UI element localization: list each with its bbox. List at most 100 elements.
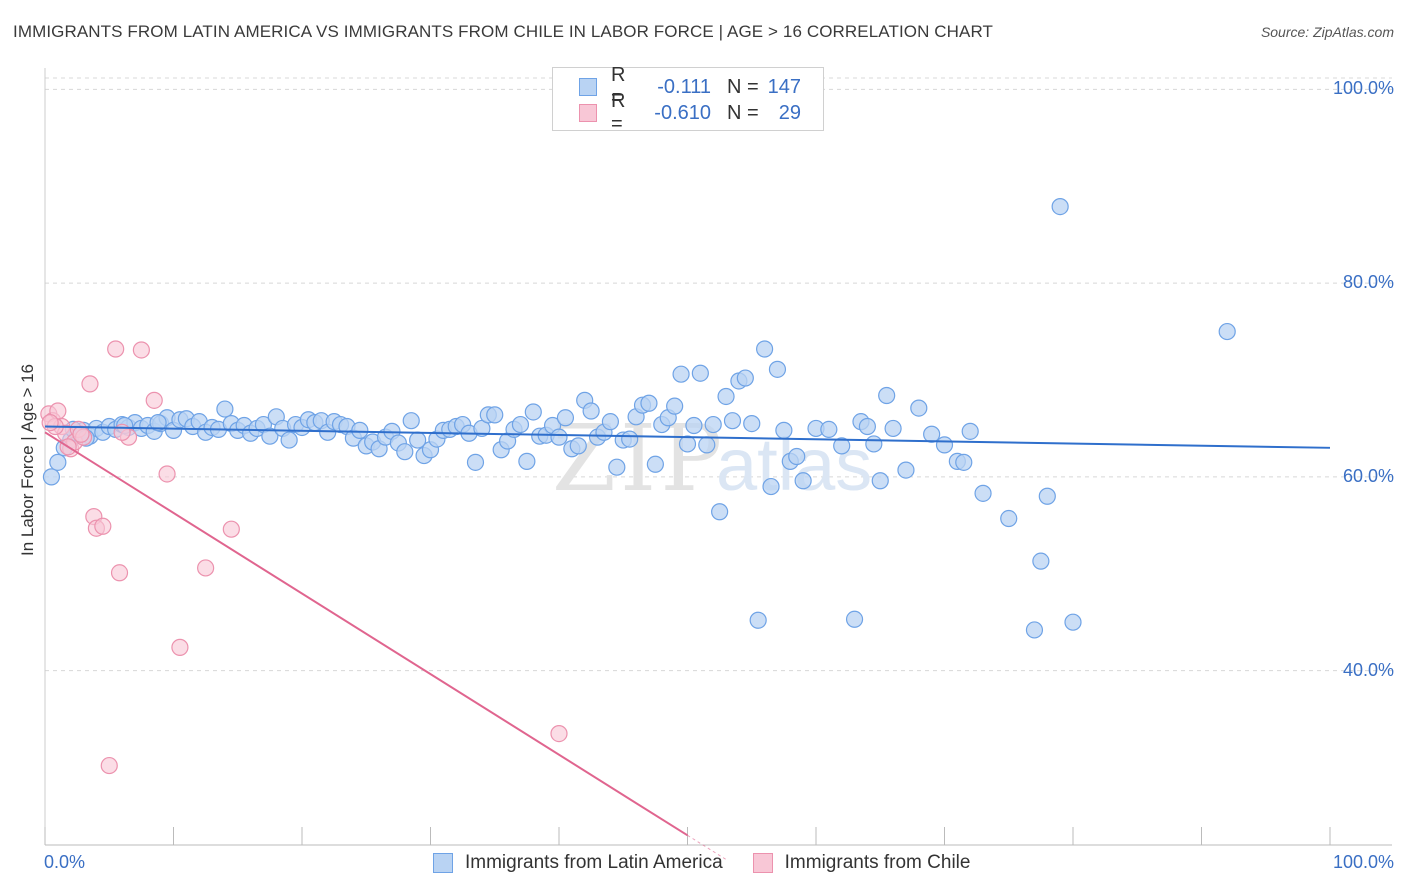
point-chile (171, 638, 189, 656)
trend-line-chile (44, 431, 689, 837)
point-latin-america (743, 414, 761, 433)
point-latin-america (261, 427, 279, 445)
axes (44, 68, 1392, 846)
point-latin-america (646, 455, 664, 473)
point-latin-america (351, 421, 369, 439)
point-latin-america (749, 611, 767, 629)
point-chile (94, 517, 112, 535)
point-latin-america (511, 415, 530, 434)
point-latin-america (755, 340, 774, 358)
point-chile (197, 559, 215, 577)
point-latin-america (845, 610, 864, 628)
point-latin-america (672, 365, 690, 383)
legend-n-label: N = (727, 101, 759, 124)
legend-item-latin-america[interactable]: Immigrants from Latin America (433, 852, 723, 874)
point-latin-america (794, 472, 812, 490)
point-chile (100, 756, 118, 775)
y-tick-label: 80.0% (1342, 272, 1394, 293)
point-latin-america (1038, 487, 1056, 505)
legend-label-chile: Immigrants from Chile (784, 852, 971, 873)
point-chile (41, 414, 59, 432)
point-latin-america (884, 419, 902, 438)
point-latin-america (775, 421, 793, 439)
legend-swatch-pink (752, 853, 773, 873)
point-chile (222, 520, 240, 538)
legend-r-label: R = (611, 90, 626, 135)
point-chile (132, 341, 150, 359)
source-attribution: Source: ZipAtlas.com (1260, 24, 1394, 40)
x-tick-label: 0.0% (44, 852, 86, 872)
y-axis-title-wrap: In Labor Force | Age > 16 (16, 290, 40, 630)
point-latin-america (865, 435, 883, 453)
x-tick-label: 100.0% (1332, 852, 1394, 872)
point-latin-america (685, 416, 703, 435)
point-latin-america (601, 413, 620, 431)
legend-swatch-blue (579, 78, 597, 96)
point-latin-america (666, 397, 684, 415)
point-latin-america (466, 453, 485, 471)
point-latin-america (149, 414, 167, 432)
point-latin-america (768, 360, 787, 378)
legend-n-label: N = (727, 75, 759, 98)
point-latin-america (1218, 322, 1236, 341)
point-latin-america (723, 412, 742, 430)
legend-item-chile[interactable]: Immigrants from Chile (752, 852, 971, 874)
legend-n-value: 29 (778, 101, 801, 124)
point-chile (81, 375, 99, 393)
point-latin-america (569, 437, 587, 455)
point-latin-america (910, 399, 928, 417)
y-tick-label: 100.0% (1332, 78, 1394, 99)
point-latin-america (216, 400, 234, 418)
y-axis-title: In Labor Force | Age > 16 (18, 363, 37, 557)
point-latin-america (396, 443, 414, 461)
point-latin-america (788, 447, 806, 466)
legend-swatch-blue (433, 853, 453, 873)
legend-r-label: R = (611, 64, 626, 109)
series-legend: Immigrants from Latin America Immigrants… (433, 852, 1000, 874)
legend-r-value: -0.111 (657, 75, 711, 98)
point-latin-america (974, 484, 992, 502)
trend-line-chile-extension (687, 834, 727, 860)
point-chile (550, 724, 568, 743)
point-latin-america (1025, 621, 1044, 639)
point-latin-america (486, 406, 504, 424)
point-latin-america (704, 415, 722, 434)
point-latin-america (736, 369, 754, 387)
point-latin-america (621, 430, 639, 448)
point-latin-america (858, 417, 877, 436)
point-latin-america (717, 387, 735, 406)
point-latin-america (820, 420, 838, 439)
point-chile (145, 391, 163, 409)
point-latin-america (1051, 197, 1069, 216)
point-latin-america (608, 458, 626, 476)
point-latin-america (923, 425, 941, 443)
point-latin-america (833, 437, 851, 455)
point-latin-america (762, 477, 780, 496)
legend-swatch-pink (579, 104, 597, 122)
legend-row-latin-america: R = -0.111 N = 147 (579, 64, 801, 109)
point-chile (107, 340, 125, 358)
point-chile (72, 425, 90, 443)
legend-r-value: -0.610 (654, 101, 711, 124)
y-tick-label: 60.0% (1342, 465, 1394, 486)
point-latin-america (582, 402, 600, 420)
point-latin-america (556, 409, 575, 427)
point-latin-america (280, 431, 298, 449)
point-latin-america (49, 453, 67, 471)
point-latin-america (955, 453, 973, 471)
point-latin-america (1064, 613, 1082, 631)
point-latin-america (402, 412, 420, 430)
point-latin-america (961, 422, 979, 440)
point-chile (110, 564, 129, 582)
series-chile-points (40, 340, 568, 775)
point-latin-america (897, 461, 915, 479)
watermark: ZIP atlas (552, 405, 872, 512)
correlation-legend: R = -0.111 N = 147 R = -0.610 N = 29 (552, 64, 824, 135)
point-latin-america (711, 503, 729, 521)
point-latin-america (871, 472, 889, 490)
y-tick-label: 40.0% (1342, 659, 1394, 680)
point-latin-america (518, 452, 536, 470)
point-latin-america (691, 364, 709, 382)
point-latin-america (935, 436, 954, 454)
